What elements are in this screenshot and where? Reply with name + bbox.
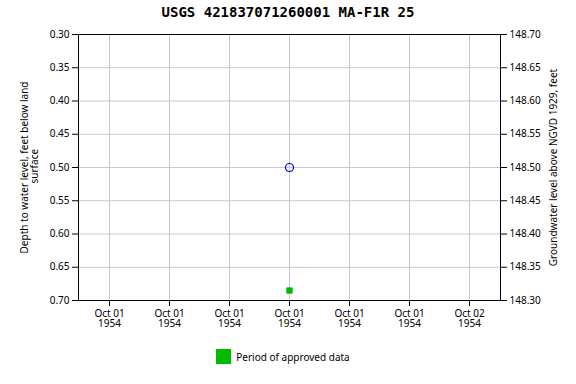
svg-text:148.30: 148.30: [510, 293, 542, 307]
svg-text:Oct 011954: Oct 011954: [334, 306, 364, 330]
svg-text:148.40: 148.40: [510, 226, 542, 240]
svg-text:148.55: 148.55: [510, 126, 542, 140]
svg-text:Oct 021954: Oct 021954: [454, 306, 485, 330]
svg-text:0.70: 0.70: [50, 293, 70, 307]
svg-text:Oct 011954: Oct 011954: [214, 306, 244, 330]
svg-text:Oct 011954: Oct 011954: [274, 306, 304, 330]
svg-text:148.35: 148.35: [510, 259, 542, 273]
svg-text:148.60: 148.60: [510, 93, 542, 107]
svg-text:Groundwater level above NGVD 1: Groundwater level above NGVD 1929, feet: [546, 68, 560, 266]
svg-text:0.35: 0.35: [50, 60, 70, 74]
svg-text:0.40: 0.40: [50, 93, 70, 107]
svg-text:Oct 011954: Oct 011954: [94, 306, 124, 330]
html-text:USGS 421837071260001 MA-F1R 25: USGS 421837071260001 MA-F1R 25: [161, 4, 415, 20]
svg-text:148.70: 148.70: [510, 27, 542, 41]
svg-text:148.50: 148.50: [510, 160, 542, 174]
svg-text:Oct 011954: Oct 011954: [394, 306, 424, 330]
svg-text:148.45: 148.45: [510, 193, 542, 207]
svg-text:0.45: 0.45: [50, 126, 70, 140]
svg-text:0.30: 0.30: [50, 27, 70, 41]
svg-text:0.50: 0.50: [50, 160, 70, 174]
svg-text:0.60: 0.60: [50, 226, 70, 240]
svg-text:0.55: 0.55: [50, 193, 70, 207]
svg-text:Oct 011954: Oct 011954: [154, 306, 184, 330]
svg-text:0.65: 0.65: [50, 259, 70, 273]
svg-text:148.65: 148.65: [510, 60, 542, 74]
html-text:Period of approved data: Period of approved data: [236, 349, 350, 364]
svg-text:Depth to water level, feet bel: Depth to water level, feet below land su…: [17, 82, 41, 254]
